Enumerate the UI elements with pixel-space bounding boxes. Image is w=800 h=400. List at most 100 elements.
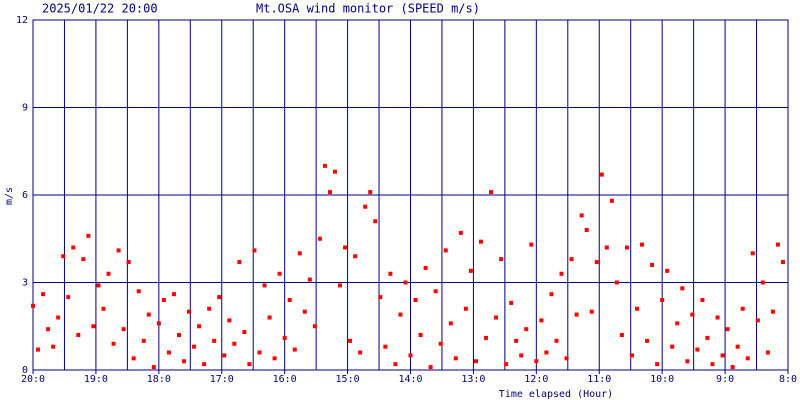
data-point — [760, 280, 765, 285]
data-point — [46, 327, 51, 332]
data-point — [393, 362, 398, 367]
data-point — [750, 251, 755, 256]
data-point — [645, 338, 650, 343]
x-tick-label: 18:0 — [147, 374, 171, 385]
data-point — [690, 312, 695, 317]
data-point — [76, 333, 81, 337]
data-point — [675, 321, 680, 326]
data-point — [131, 356, 136, 361]
data-point — [549, 292, 554, 297]
data-point — [106, 271, 111, 276]
data-point — [735, 344, 740, 349]
data-point — [307, 277, 312, 282]
chart-title: Mt.OSA wind monitor (SPEED m/s) — [256, 2, 480, 16]
data-point — [473, 359, 478, 364]
data-point — [629, 353, 634, 358]
data-point — [609, 198, 614, 203]
data-point — [176, 333, 181, 337]
data-point — [146, 312, 151, 317]
data-point — [720, 353, 725, 358]
data-point — [413, 298, 418, 302]
data-point — [559, 271, 564, 276]
x-tick-label: 9:0 — [716, 374, 734, 385]
data-point — [418, 333, 423, 337]
data-point — [594, 260, 599, 265]
data-point — [635, 306, 639, 311]
data-point — [383, 344, 388, 349]
data-point — [41, 292, 46, 297]
data-point — [514, 338, 519, 343]
data-point — [333, 169, 337, 174]
data-point — [257, 350, 262, 355]
data-point — [116, 248, 121, 253]
data-point — [569, 257, 574, 262]
data-point — [524, 327, 529, 332]
data-point — [272, 356, 277, 361]
y-tick-label: 12 — [16, 15, 28, 26]
y-axis-label: m/s — [4, 187, 15, 205]
data-point — [685, 359, 690, 364]
data-point — [91, 324, 96, 329]
data-point — [584, 228, 589, 232]
data-point — [171, 292, 176, 297]
data-point — [519, 353, 524, 358]
data-point — [574, 312, 579, 317]
data-point — [509, 300, 514, 305]
x-tick-label: 8:0 — [779, 374, 797, 385]
data-point — [655, 362, 660, 367]
x-axis-label: Time elapsed (Hour) — [499, 389, 613, 400]
x-tick-label: 19:0 — [84, 374, 108, 385]
data-point — [267, 315, 272, 320]
data-point — [327, 190, 332, 195]
data-point — [126, 260, 131, 265]
data-point — [192, 344, 197, 349]
data-point — [36, 347, 41, 352]
data-point — [408, 353, 413, 358]
data-point — [111, 341, 116, 346]
data-point — [343, 245, 348, 250]
data-point — [247, 362, 252, 367]
data-point — [463, 306, 468, 311]
data-point — [348, 338, 353, 343]
data-point — [564, 356, 569, 361]
x-tick-label: 10:0 — [650, 374, 674, 385]
data-point — [534, 359, 539, 364]
data-point — [363, 204, 368, 209]
data-point — [695, 347, 700, 352]
y-tick-label: 0 — [22, 365, 28, 376]
data-point — [358, 350, 363, 355]
data-point — [640, 242, 645, 247]
data-point — [433, 289, 438, 294]
data-point — [202, 362, 207, 367]
data-point — [197, 324, 202, 329]
data-point — [539, 318, 544, 323]
data-point — [504, 362, 509, 367]
data-point — [494, 315, 499, 320]
data-point — [443, 248, 448, 253]
data-point — [136, 289, 141, 294]
data-point — [770, 309, 775, 314]
x-tick-label: 17:0 — [210, 374, 234, 385]
data-point — [71, 245, 76, 250]
data-point — [665, 268, 670, 273]
data-point — [458, 230, 463, 235]
data-point — [614, 280, 619, 285]
data-point — [297, 251, 302, 256]
data-point — [579, 213, 584, 218]
x-tick-label: 12:0 — [524, 374, 548, 385]
data-point — [700, 298, 705, 302]
x-tick-label: 15:0 — [336, 374, 360, 385]
data-point — [403, 280, 408, 285]
data-point — [740, 306, 745, 311]
data-point — [121, 327, 126, 332]
data-point — [151, 365, 156, 370]
data-point — [287, 298, 292, 302]
data-point — [428, 365, 433, 370]
data-point — [252, 248, 257, 253]
data-point — [453, 356, 458, 361]
timestamp: 2025/01/22 20:00 — [42, 2, 158, 16]
data-point — [182, 359, 186, 364]
data-point — [745, 356, 750, 361]
data-point — [730, 365, 735, 370]
